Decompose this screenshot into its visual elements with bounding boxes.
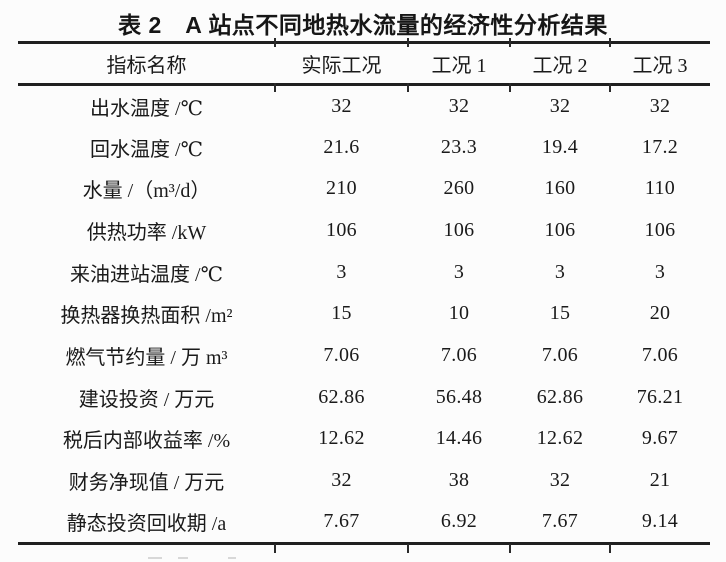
row-label: 水量 /（m³/d） bbox=[82, 180, 211, 203]
cell-value: 15 bbox=[331, 302, 352, 325]
col-header-condition-2: 工况 2 bbox=[532, 55, 588, 77]
cell-value: 23.3 bbox=[440, 135, 478, 158]
cell-value: 12.62 bbox=[536, 427, 584, 450]
table-row: 供热功率 /kW 106 106 106 106 bbox=[18, 210, 710, 252]
row-label: 建设投资 / 万元 bbox=[78, 388, 215, 411]
row-label: 税后内部收益率 /% bbox=[62, 430, 231, 453]
table-row: 税后内部收益率 /% 12.62 14.46 12.62 9.67 bbox=[18, 418, 710, 460]
row-label: 回水温度 /℃ bbox=[90, 138, 203, 161]
cell-value: 76.21 bbox=[636, 385, 684, 408]
cell-value: 3 bbox=[453, 260, 465, 283]
cell-value: 62.86 bbox=[536, 385, 584, 408]
cell-value: 21.6 bbox=[323, 135, 360, 158]
column-divider-tick bbox=[274, 83, 276, 92]
column-divider-tick bbox=[407, 83, 409, 92]
column-divider-tick bbox=[609, 83, 611, 92]
table-row: 燃气节约量 / 万 m³ 7.06 7.06 7.06 7.06 bbox=[18, 335, 710, 377]
column-divider-tick bbox=[609, 38, 611, 47]
cell-value: 7.06 bbox=[323, 343, 360, 366]
cell-value: 14.46 bbox=[435, 427, 483, 450]
cell-value: 12.62 bbox=[318, 427, 365, 450]
column-divider-tick bbox=[509, 83, 511, 92]
column-divider-tick bbox=[407, 544, 409, 553]
column-divider-tick bbox=[509, 38, 511, 47]
table-row: 水量 /（m³/d） 210 260 160 110 bbox=[18, 168, 710, 210]
cell-value: 10 bbox=[448, 302, 470, 325]
cell-value: 62.86 bbox=[318, 385, 365, 408]
cell-value: 15 bbox=[549, 302, 571, 325]
cell-value: 110 bbox=[644, 177, 676, 200]
cell-value: 7.67 bbox=[323, 509, 360, 532]
row-label: 来油进站温度 /℃ bbox=[70, 263, 223, 286]
cell-value: 260 bbox=[443, 177, 475, 200]
cell-value: 3 bbox=[336, 260, 347, 283]
cell-value: 32 bbox=[549, 94, 571, 117]
table-row: 换热器换热面积 /m² 15 10 15 20 bbox=[18, 293, 710, 335]
cell-value: 106 bbox=[644, 218, 676, 241]
column-divider-tick bbox=[407, 38, 409, 47]
col-header-actual-condition: 实际工况 bbox=[301, 55, 382, 77]
cell-value: 17.2 bbox=[641, 135, 679, 158]
cell-value: 6.92 bbox=[440, 509, 478, 532]
row-label: 供热功率 /kW bbox=[86, 221, 207, 244]
row-label: 财务净现值 / 万元 bbox=[68, 472, 225, 495]
cell-value: 106 bbox=[544, 218, 576, 241]
cell-value: 210 bbox=[326, 177, 357, 200]
row-label: 出水温度 /℃ bbox=[90, 97, 203, 120]
cell-value: 160 bbox=[544, 177, 576, 200]
cell-value: 106 bbox=[326, 218, 357, 241]
col-header-indicator: 指标名称 bbox=[106, 55, 187, 77]
column-divider-tick bbox=[609, 544, 611, 553]
table-row: 静态投资回收期 /a 7.67 6.92 7.67 9.14 bbox=[18, 501, 710, 543]
cell-value: 9.14 bbox=[641, 509, 679, 532]
cell-value: 7.06 bbox=[641, 343, 679, 366]
col-header-condition-1: 工况 1 bbox=[431, 55, 487, 77]
cell-value: 32 bbox=[331, 94, 352, 117]
cell-value: 20 bbox=[649, 302, 671, 325]
column-divider-tick bbox=[274, 38, 276, 47]
table-row: 财务净现值 / 万元 32 38 32 21 bbox=[18, 460, 710, 502]
cell-value: 7.06 bbox=[541, 343, 579, 366]
economic-analysis-table: 指标名称 实际工况 工况 1 工况 2 工况 3 出水温度 /℃ 32 32 3… bbox=[18, 41, 710, 545]
row-label: 静态投资回收期 /a bbox=[66, 512, 227, 535]
cell-value: 7.67 bbox=[541, 509, 579, 532]
scan-artifact bbox=[178, 557, 188, 559]
column-divider-tick bbox=[274, 544, 276, 553]
row-label: 燃气节约量 / 万 m³ bbox=[65, 346, 228, 369]
cell-value: 38 bbox=[448, 469, 470, 492]
column-divider-tick bbox=[509, 544, 511, 553]
row-label: 换热器换热面积 /m² bbox=[60, 305, 233, 328]
cell-value: 3 bbox=[654, 260, 666, 283]
col-header-condition-3: 工况 3 bbox=[632, 55, 688, 77]
cell-value: 106 bbox=[443, 218, 475, 241]
table-caption: 表 2 A 站点不同地热水流量的经济性分析结果 bbox=[118, 12, 608, 38]
cell-value: 32 bbox=[649, 94, 671, 117]
cell-value: 9.67 bbox=[641, 427, 679, 450]
cell-value: 32 bbox=[331, 469, 352, 492]
cell-value: 56.48 bbox=[435, 385, 483, 408]
scan-artifact bbox=[228, 557, 236, 559]
cell-value: 21 bbox=[649, 469, 671, 492]
table-row: 回水温度 /℃ 21.6 23.3 19.4 17.2 bbox=[18, 126, 710, 168]
cell-value: 32 bbox=[549, 469, 571, 492]
table-row: 建设投资 / 万元 62.86 56.48 62.86 76.21 bbox=[18, 376, 710, 418]
table-row: 出水温度 /℃ 32 32 32 32 bbox=[18, 85, 710, 127]
scan-artifact bbox=[148, 557, 162, 559]
cell-value: 32 bbox=[448, 94, 470, 117]
header-row: 指标名称 实际工况 工况 1 工况 2 工况 3 bbox=[18, 43, 710, 85]
cell-value: 19.4 bbox=[541, 135, 579, 158]
table-row: 来油进站温度 /℃ 3 3 3 3 bbox=[18, 251, 710, 293]
cell-value: 3 bbox=[554, 260, 566, 283]
cell-value: 7.06 bbox=[440, 343, 478, 366]
